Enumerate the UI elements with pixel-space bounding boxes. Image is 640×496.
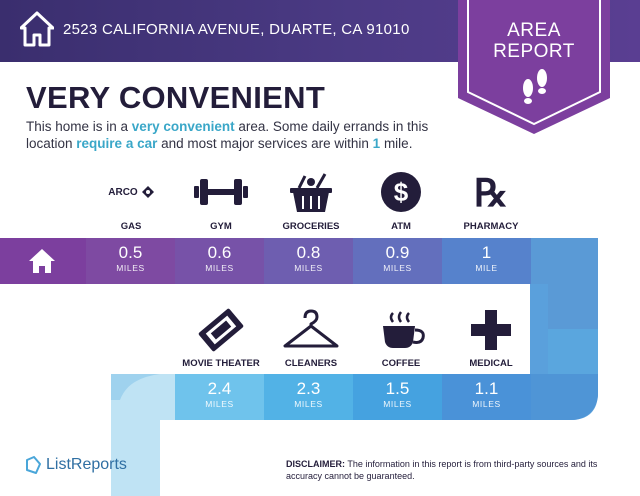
svg-text:℞: ℞ bbox=[474, 173, 508, 214]
summary-text: This home is in a very convenient area. … bbox=[26, 119, 429, 151]
ticket-icon bbox=[198, 308, 244, 352]
rx-icon: ℞ bbox=[474, 173, 508, 214]
badge-title-line1: AREA bbox=[507, 20, 561, 41]
category-label-groceries: GROCERIES bbox=[282, 221, 340, 232]
category-label-medical: MEDICAL bbox=[469, 358, 513, 369]
distance-cell-gas: 0.5 MILES bbox=[86, 238, 175, 284]
category-label-pharmacy: PHARMACY bbox=[463, 221, 519, 232]
distance-cell-movie-theater: 2.4 MILES bbox=[175, 374, 264, 420]
svg-text:$: $ bbox=[394, 177, 409, 207]
category-label-gas: GAS bbox=[120, 221, 142, 232]
listreports-logo-icon bbox=[26, 456, 41, 474]
gas-station-icon: ARCO bbox=[101, 170, 161, 214]
area-report-badge bbox=[458, 0, 610, 134]
distance-cell-cleaners: 2.3 MILES bbox=[264, 374, 353, 420]
category-label-coffee: COFFEE bbox=[381, 358, 421, 369]
house-icon bbox=[20, 11, 54, 47]
listreports-logo[interactable]: ListReports bbox=[24, 456, 127, 474]
medical-cross-icon bbox=[471, 310, 511, 350]
distance-cell-gym: 0.6 MILES bbox=[175, 238, 264, 284]
dollar-icon: $ bbox=[381, 172, 421, 212]
distance-cell-groceries: 0.8 MILES bbox=[264, 238, 353, 284]
badge-title-line2: REPORT bbox=[493, 41, 575, 62]
home-icon bbox=[29, 249, 55, 273]
grocery-basket-icon bbox=[290, 173, 332, 212]
distance-cell-pharmacy: 1 MILE bbox=[442, 238, 531, 284]
property-address: 2523 CALIFORNIA AVENUE, DUARTE, CA 91010 bbox=[63, 21, 410, 38]
category-label-movie-theater: MOVIE THEATER bbox=[182, 358, 260, 369]
distance-cell-atm: 0.9 MILES bbox=[353, 238, 442, 284]
distance-cell-medical: 1.1 MILES bbox=[442, 374, 531, 420]
logo-text: ListReports bbox=[46, 456, 127, 473]
dumbbell-icon bbox=[194, 179, 248, 205]
category-label-atm: ATM bbox=[391, 221, 411, 232]
category-label-cleaners: CLEANERS bbox=[284, 358, 338, 369]
coffee-cup-icon bbox=[383, 311, 425, 348]
disclaimer: DISCLAIMER: The information in this repo… bbox=[286, 459, 598, 481]
hanger-icon bbox=[283, 309, 339, 348]
distance-cell-coffee: 1.5 MILES bbox=[353, 374, 442, 420]
path-corner bbox=[531, 374, 598, 420]
category-label-gym: GYM bbox=[210, 221, 232, 232]
footprints-icon bbox=[523, 69, 547, 104]
page-title: VERY CONVENIENT bbox=[26, 80, 326, 115]
